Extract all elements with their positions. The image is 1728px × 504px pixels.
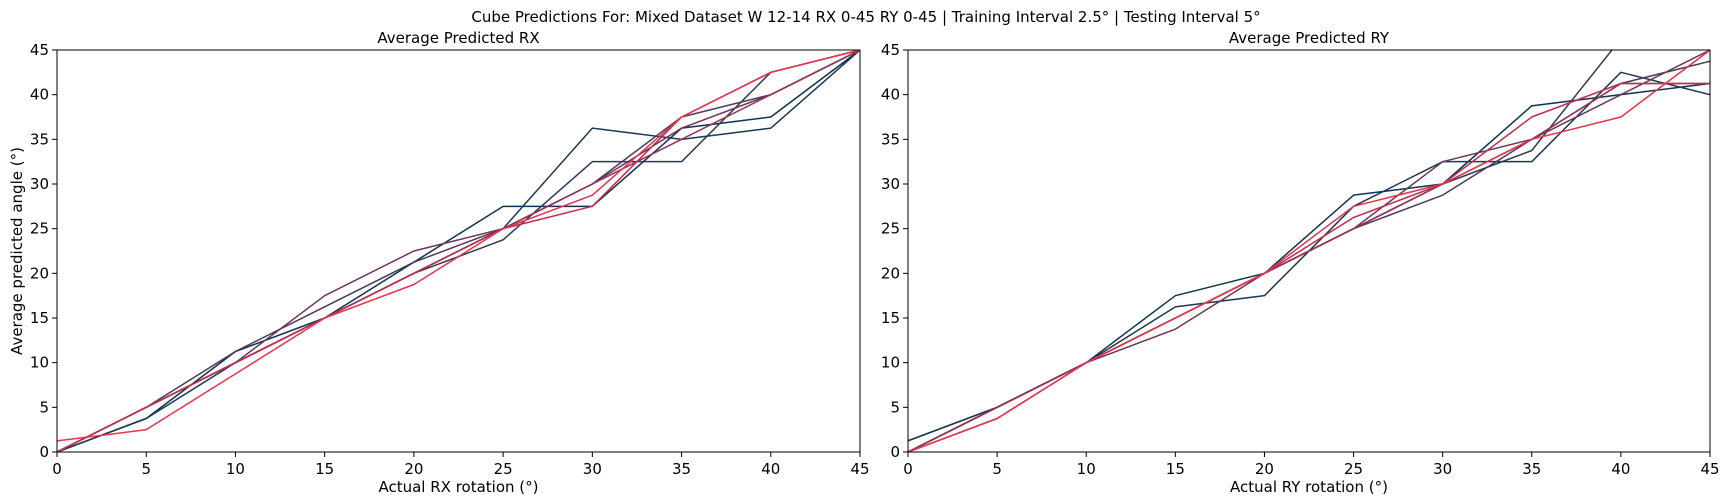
y-tick-label: 5 xyxy=(39,398,49,416)
panel-ry: 0 5 10 15 20 25 30 35 40 45 0 5 10 15 20 25 30 35 40 45 Aver… xyxy=(881,29,1720,496)
y-tick-label: 20 xyxy=(881,264,900,282)
x-tick-label: 45 xyxy=(1700,460,1719,478)
y-tick-label: 40 xyxy=(881,86,900,104)
y-tick-label: 0 xyxy=(39,443,49,461)
y-tick-label: 35 xyxy=(30,130,49,148)
y-tick-label: 30 xyxy=(30,175,49,193)
panel-title: Average Predicted RY xyxy=(1229,29,1390,47)
x-axis-label: Actual RY rotation (°) xyxy=(1230,478,1388,496)
series-line-4 xyxy=(908,60,1710,452)
y-tick-label: 15 xyxy=(881,309,900,327)
y-tick-label: 45 xyxy=(30,41,49,59)
x-tick-label: 25 xyxy=(494,460,513,478)
y-axis-label: Average predicted angle (°) xyxy=(8,147,26,355)
x-tick-label: 10 xyxy=(226,460,245,478)
y-tick-label: 35 xyxy=(881,130,900,148)
y-tick-label: 10 xyxy=(881,354,900,372)
series-group xyxy=(57,50,860,452)
x-tick-label: 20 xyxy=(404,460,423,478)
series-line-1 xyxy=(908,82,1710,442)
x-tick-label: 5 xyxy=(141,460,151,478)
series-line-8 xyxy=(908,50,1710,452)
series-line-8 xyxy=(57,50,860,442)
x-tick-label: 20 xyxy=(1255,460,1274,478)
y-tick-label: 25 xyxy=(881,220,900,238)
series-line-2 xyxy=(908,71,1710,442)
series-line-6 xyxy=(908,82,1710,452)
y-tick-label: 0 xyxy=(890,443,900,461)
x-tick-label: 0 xyxy=(903,460,913,478)
figure-suptitle: Cube Predictions For: Mixed Dataset W 12… xyxy=(471,8,1260,26)
x-tick-label: 35 xyxy=(672,460,691,478)
x-tick-label: 30 xyxy=(1433,460,1452,478)
x-tick-label: 15 xyxy=(1166,460,1185,478)
x-tick-label: 15 xyxy=(315,460,334,478)
x-tick-label: 30 xyxy=(583,460,602,478)
x-axis-label: Actual RX rotation (°) xyxy=(378,478,538,496)
y-tick-label: 25 xyxy=(30,220,49,238)
y-tick-label: 45 xyxy=(881,41,900,59)
x-tick-label: 40 xyxy=(761,460,780,478)
panel-rx: 0 5 10 15 20 25 30 35 40 45 0 5 10 15 20 25 30 35 40 45 Aver… xyxy=(8,29,870,496)
x-tick-label: 35 xyxy=(1522,460,1541,478)
y-tick-label: 5 xyxy=(890,398,900,416)
series-line-4 xyxy=(57,50,860,452)
y-tick-label: 40 xyxy=(30,86,49,104)
y-tick-label: 15 xyxy=(30,309,49,327)
x-tick-label: 10 xyxy=(1077,460,1096,478)
y-tick-label: 10 xyxy=(30,354,49,372)
plot-frame xyxy=(907,49,1711,453)
y-tick-label: 30 xyxy=(881,175,900,193)
x-tick-label: 5 xyxy=(992,460,1002,478)
series-group xyxy=(908,50,1710,452)
y-tick-label: 20 xyxy=(30,264,49,282)
x-tick-label: 45 xyxy=(850,460,869,478)
series-line-7 xyxy=(908,82,1710,452)
x-tick-label: 40 xyxy=(1611,460,1630,478)
panel-title: Average Predicted RX xyxy=(377,29,539,47)
x-tick-label: 0 xyxy=(52,460,62,478)
plot-frame xyxy=(56,49,861,453)
x-tick-label: 25 xyxy=(1344,460,1363,478)
